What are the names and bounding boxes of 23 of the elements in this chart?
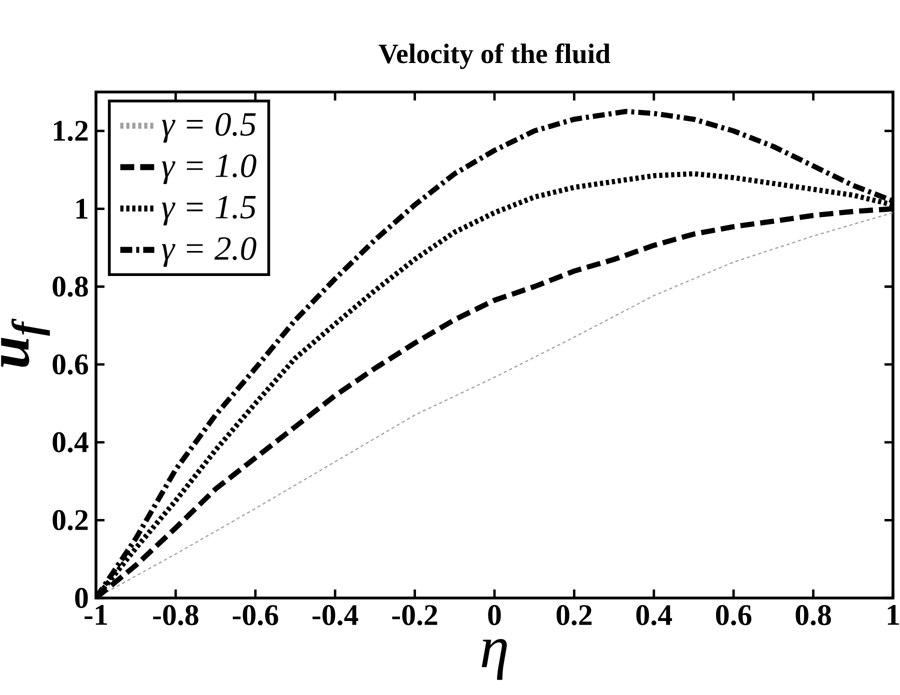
x-tick-label: 0.2 (556, 605, 592, 626)
x-tick-label: 0.4 (636, 605, 672, 626)
x-tick-label: -0.6 (232, 605, 278, 626)
x-tick-label: 0.6 (716, 605, 752, 626)
y-axis-title: u$_{f}$ (1, 318, 50, 367)
x-tick-label: -0.8 (153, 605, 198, 626)
y-tick-label: 1.2 (54, 120, 88, 142)
x-tick-label: 1 (888, 605, 899, 625)
legend-label: γ = 1.0 (162, 154, 256, 184)
chart-title: Velocity of the fluid (378, 43, 610, 70)
y-tick-label: 0.2 (52, 510, 88, 530)
legend-label: γ = 0.5 (162, 112, 256, 143)
y-tick-label: 1 (76, 198, 88, 219)
legend-label: γ = 1.5 (162, 196, 256, 226)
y-tick-label: 0.6 (52, 354, 88, 375)
y-tick-label: 0.8 (52, 276, 88, 297)
x-tick-label: -0.4 (312, 605, 358, 626)
x-tick-label: -0.2 (392, 605, 438, 626)
x-tick-label: 0 (488, 605, 501, 626)
y-tick-label: 0.4 (52, 432, 88, 452)
x-axis-title: η (482, 639, 507, 680)
x-tick-label: 0.8 (796, 605, 831, 626)
legend-label: γ = 2.0 (162, 237, 256, 267)
